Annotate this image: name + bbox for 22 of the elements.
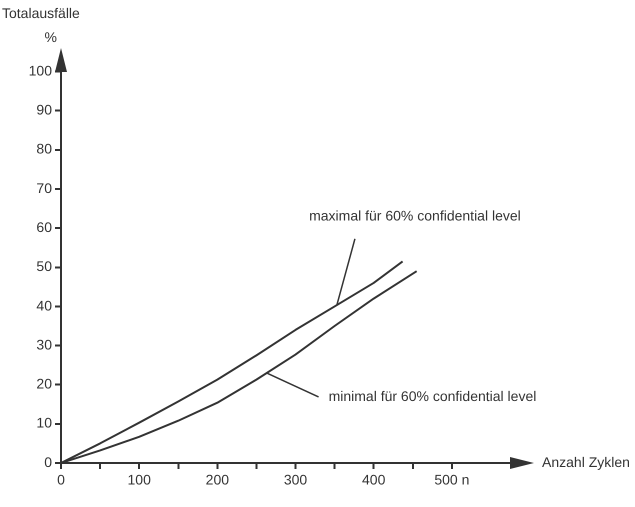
y-tick-label: 60 bbox=[36, 219, 52, 235]
text: % bbox=[44, 28, 57, 45]
x-tick-label: 0 bbox=[57, 471, 66, 488]
x-tick-label: 400 bbox=[362, 471, 386, 488]
x-axis-title: Anzahl Zyklen bbox=[542, 454, 630, 470]
y-tick-label: 0 bbox=[44, 454, 52, 470]
y-axis-title: Totalausfälle bbox=[2, 4, 80, 21]
x-tick-label: 200 bbox=[206, 471, 230, 488]
annotation: maximal für 60% confidential level bbox=[309, 208, 521, 224]
y-tick-label: 80 bbox=[36, 140, 52, 157]
y-tick-label: 70 bbox=[36, 180, 52, 196]
x-tick-label: 300 bbox=[284, 471, 308, 488]
y-tick-label: 100 bbox=[28, 62, 52, 78]
y-tick-label: 10 bbox=[36, 414, 52, 431]
y-tick-label: 90 bbox=[36, 102, 52, 118]
y-tick-label: 40 bbox=[36, 297, 52, 314]
y-tick-label: 20 bbox=[36, 376, 52, 392]
annotation: minimal für 60% confidential level bbox=[328, 388, 536, 404]
x-tick-label: 500 n bbox=[434, 471, 470, 488]
y-tick-label: 30 bbox=[36, 336, 52, 352]
y-tick-label: 50 bbox=[36, 258, 52, 274]
x-tick-label: 100 bbox=[127, 471, 152, 488]
